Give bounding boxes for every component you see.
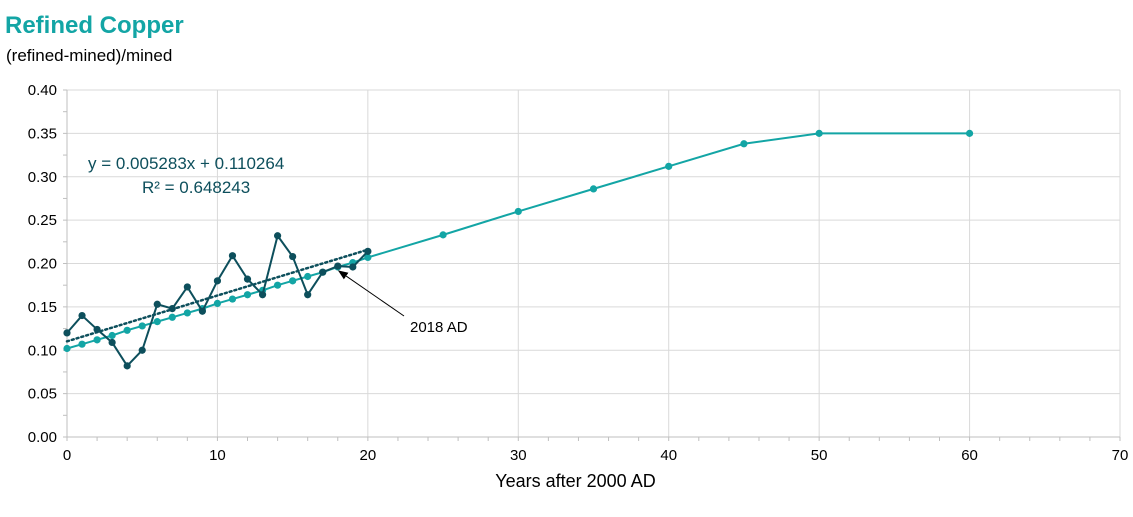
data-point-0 [168, 305, 176, 313]
data-point-1 [78, 340, 86, 348]
data-point-0 [138, 346, 146, 354]
y-tick-label: 0.15 [28, 299, 57, 316]
trendline-r2: R² = 0.648243 [142, 178, 250, 197]
data-point-0 [183, 283, 191, 291]
trendline [65, 248, 370, 343]
data-point-0 [108, 338, 116, 347]
grid [67, 89, 1121, 437]
data-point-0 [153, 300, 161, 308]
x-axis-label: Years after 2000 AD [495, 471, 655, 491]
data-point-1 [304, 272, 312, 281]
data-point-1 [965, 129, 974, 137]
data-point-0 [319, 268, 327, 276]
y-tick-label: 0.35 [28, 125, 57, 142]
data-point-0 [258, 291, 267, 299]
data-point-0 [304, 291, 312, 299]
chart-subtitle: (refined-mined)/mined [6, 46, 173, 65]
data-point-0 [198, 307, 206, 315]
data-point-0 [93, 325, 101, 334]
data-point-1 [168, 313, 176, 321]
x-tick-label: 10 [209, 447, 226, 464]
y-tick-label: 0.10 [28, 342, 57, 359]
x-tick-label: 60 [961, 447, 978, 464]
data-point-1 [740, 140, 748, 148]
data-point-1 [228, 295, 237, 303]
data-point-0 [123, 362, 131, 370]
data-point-0 [364, 247, 372, 255]
x-tick-label: 70 [1112, 447, 1129, 464]
data-point-1 [243, 291, 252, 299]
axes [63, 89, 1121, 441]
data-point-1 [514, 207, 522, 216]
trendline-group [65, 248, 370, 343]
x-tick-label: 40 [660, 447, 677, 464]
x-tick-label: 20 [360, 447, 377, 464]
data-point-0 [213, 277, 222, 285]
data-point-1 [63, 344, 71, 353]
series-group [63, 129, 974, 370]
x-tick-label: 50 [811, 447, 828, 464]
chart-title: Refined Copper [5, 12, 184, 39]
labels-group: 0 10 20 30 40 50 60 70 0.00 0.05 0.10 0.15 0.20 0.25 0… [28, 82, 1129, 491]
x-tick-label: 0 [63, 447, 71, 464]
data-point-1 [439, 231, 447, 239]
trendline-equation: y = 0.005283x + 0.110264 [88, 154, 284, 173]
series-line-1 [66, 132, 970, 350]
data-point-0 [63, 329, 71, 337]
data-point-1 [815, 129, 823, 137]
data-point-0 [228, 252, 237, 260]
data-point-1 [289, 277, 297, 285]
data-point-0 [243, 275, 252, 283]
data-point-0 [78, 311, 86, 320]
data-point-1 [183, 309, 191, 317]
annotation-arrow [337, 270, 405, 317]
annotation-label: 2018 AD [410, 319, 468, 336]
y-tick-label: 0.30 [28, 169, 57, 186]
data-point-1 [665, 162, 673, 170]
data-point-1 [213, 299, 222, 308]
y-tick-label: 0.25 [28, 212, 57, 229]
x-tick-label: 30 [510, 447, 527, 464]
data-point-1 [108, 331, 116, 340]
data-point-1 [153, 318, 161, 326]
data-point-1 [589, 185, 598, 193]
data-point-0 [274, 232, 282, 240]
data-point-0 [334, 262, 342, 270]
data-point-1 [93, 336, 101, 344]
data-point-1 [138, 322, 146, 330]
data-point-0 [349, 263, 357, 271]
y-tick-label: 0.05 [28, 386, 57, 403]
y-tick-label: 0.40 [28, 82, 57, 99]
data-point-1 [123, 326, 131, 334]
y-tick-label: 0.20 [28, 256, 57, 273]
data-point-1 [364, 253, 372, 262]
data-point-0 [289, 252, 297, 261]
data-point-1 [274, 281, 282, 289]
y-tick-label: 0.00 [28, 429, 57, 446]
